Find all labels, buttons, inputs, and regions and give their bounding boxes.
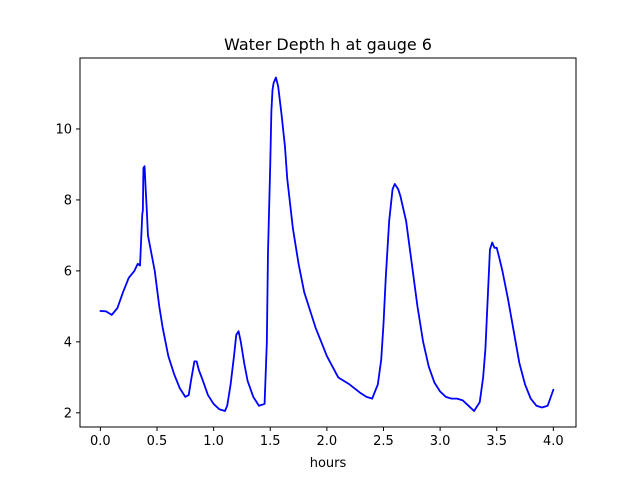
y-tick-label: 4 [64, 335, 72, 350]
y-tick-label: 8 [64, 193, 72, 208]
x-axis-label: hours [310, 456, 347, 471]
x-tick-label: 1.0 [203, 434, 224, 449]
x-tick-label: 0.0 [90, 434, 111, 449]
x-tick-label: 3.0 [430, 434, 451, 449]
series-line-0 [99, 76, 555, 412]
y-tick-label: 10 [55, 122, 72, 137]
y-tick-label: 6 [64, 264, 72, 279]
x-tick-label: 0.5 [147, 434, 168, 449]
x-tick-label: 4.0 [543, 434, 564, 449]
x-tick-label: 2.5 [373, 434, 394, 449]
x-tick-label: 1.5 [260, 434, 281, 449]
axes-frame [79, 57, 577, 428]
x-tick-label: 2.0 [317, 434, 338, 449]
chart-title: Water Depth h at gauge 6 [224, 35, 432, 54]
x-tick-label: 3.5 [486, 434, 507, 449]
plot-area: 0.0 0.5 1.0 1.5 2.0 2.5 3.0 3.5 4.0 2 4 6 8 10 [55, 57, 577, 449]
y-tick-label: 2 [64, 406, 72, 421]
